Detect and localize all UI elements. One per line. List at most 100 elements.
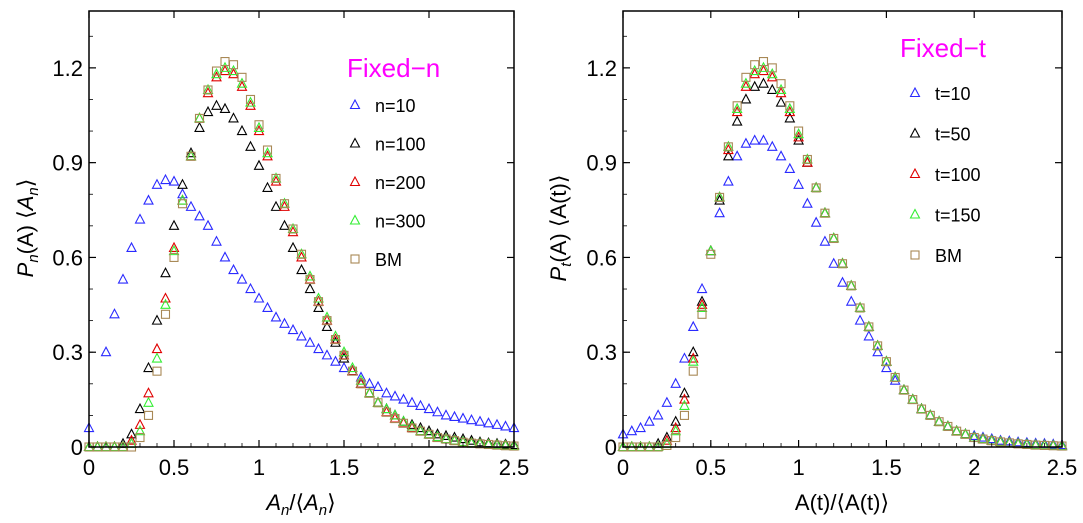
left-point-n=10 <box>449 410 460 422</box>
left-point-BM <box>279 199 290 209</box>
right-x-tick-label: 0 <box>617 455 629 480</box>
left-point-n=100 <box>202 105 214 117</box>
right-point-t=100 <box>775 86 787 98</box>
left-legend-title: Fixed−n <box>347 53 440 83</box>
left-point-n=100 <box>177 178 188 189</box>
right-point-t=10 <box>801 197 813 208</box>
left-point-n=10 <box>168 175 180 186</box>
right-point-BM <box>829 233 839 244</box>
left-point-BM <box>347 366 358 376</box>
left-point-n=100 <box>500 438 511 449</box>
left-point-n=10 <box>457 412 469 423</box>
right-point-BM <box>846 281 856 291</box>
left-point-n=10 <box>398 393 409 404</box>
right-point-BM <box>723 142 733 152</box>
right-point-t=150 <box>731 102 743 113</box>
left-point-n=10 <box>355 371 367 382</box>
left-point-n=10 <box>194 210 205 221</box>
right-x-tick-label: 1.5 <box>871 455 902 480</box>
right-point-BM <box>776 79 786 89</box>
left-y-tick-label: 0.3 <box>52 340 83 365</box>
left-point-n=100 <box>287 241 299 253</box>
left-point-n=100 <box>270 200 282 211</box>
left-point-n=10 <box>126 241 137 253</box>
right-point-t=100 <box>687 352 699 363</box>
left-chart: 0 0.5 1 1.5 2 2.500.30.60.91.2 Fixed−n n=10n=… <box>13 10 529 519</box>
right-plot-frame <box>622 10 1063 448</box>
left-point-n=10 <box>185 200 197 211</box>
right-point-t=150 <box>696 301 708 313</box>
left-point-n=100 <box>194 121 205 132</box>
left-point-n=100 <box>253 159 265 170</box>
left-point-n=300 <box>236 77 248 88</box>
left-point-BM <box>152 366 162 376</box>
right-point-t=50 <box>740 93 752 104</box>
right-point-t=100 <box>696 298 708 309</box>
left-x-tick-label: 1.5 <box>329 455 360 480</box>
left-x-tick-label: 2 <box>423 455 435 480</box>
right-y-tick-label: 1.2 <box>586 56 617 81</box>
right-point-BM <box>934 417 944 427</box>
left-point-n=10 <box>364 377 375 388</box>
right-point-t=10 <box>837 276 848 287</box>
right-point-t=100 <box>793 131 805 142</box>
right-point-t=100 <box>731 105 743 117</box>
left-point-BM <box>339 350 349 360</box>
right-point-t=100 <box>766 71 778 82</box>
right-point-BM <box>1031 440 1041 450</box>
right-point-t=50 <box>749 80 761 91</box>
left-point-n=10 <box>338 361 350 373</box>
left-point-n=10 <box>474 415 486 426</box>
left-point-BM <box>288 224 298 234</box>
right-point-BM <box>785 101 795 111</box>
right-point-t=150 <box>661 437 673 448</box>
right-point-BM <box>995 437 1006 447</box>
left-point-n=10 <box>432 406 443 417</box>
right-point-t=150 <box>670 425 682 436</box>
right-point-t=10 <box>714 207 725 218</box>
right-point-BM <box>952 426 962 436</box>
right-chart-marks <box>617 57 1068 452</box>
right-legend-marker-t=50 <box>909 127 921 138</box>
right-point-t=10 <box>740 137 752 148</box>
left-legend-label: n=300 <box>375 212 426 232</box>
left-point-n=300 <box>219 61 231 72</box>
right-y-tick-label: 0 <box>605 435 617 460</box>
right-chart-ticks: 0 0.5 1 1.5 2 2.5 0 0.3 0.6 0.9 1.2 <box>586 11 1077 480</box>
right-point-t=10 <box>995 434 1006 445</box>
left-point-n=300 <box>398 415 409 426</box>
left-point-BM <box>254 120 264 130</box>
right-point-BM <box>802 154 812 165</box>
right-point-BM <box>671 432 681 443</box>
right-point-t=10 <box>1012 436 1024 447</box>
left-point-n=10 <box>211 235 222 246</box>
left-point-n=200 <box>262 150 273 161</box>
right-point-t=150 <box>740 77 752 88</box>
left-point-n=10 <box>117 273 129 284</box>
left-point-n=10 <box>143 194 154 205</box>
right-point-t=50 <box>775 96 787 107</box>
left-point-n=100 <box>143 361 154 373</box>
left-point-n=100 <box>279 219 290 230</box>
right-legend-label: t=10 <box>935 84 971 104</box>
right-x-tick-label: 2.5 <box>1047 455 1078 480</box>
left-point-n=10 <box>202 219 214 230</box>
left-point-BM <box>211 66 222 76</box>
right-point-t=10 <box>819 235 831 246</box>
right-point-BM <box>873 341 883 351</box>
right-point-t=100 <box>758 64 769 76</box>
right-point-t=10 <box>635 421 646 433</box>
left-point-n=200 <box>160 292 171 303</box>
left-point-n=100 <box>219 102 231 113</box>
left-point-n=10 <box>440 409 452 420</box>
left-x-tick-label: 0.5 <box>159 455 190 480</box>
right-point-t=10 <box>670 377 682 388</box>
left-point-n=100 <box>262 181 273 192</box>
left-point-n=10 <box>134 213 146 224</box>
left-legend-marker-n=300 <box>349 214 361 225</box>
right-point-BM <box>960 429 970 439</box>
left-legend-marker-n=10 <box>349 98 361 110</box>
left-point-n=10 <box>287 323 299 335</box>
left-point-BM <box>228 60 239 70</box>
right-point-t=10 <box>661 396 673 407</box>
